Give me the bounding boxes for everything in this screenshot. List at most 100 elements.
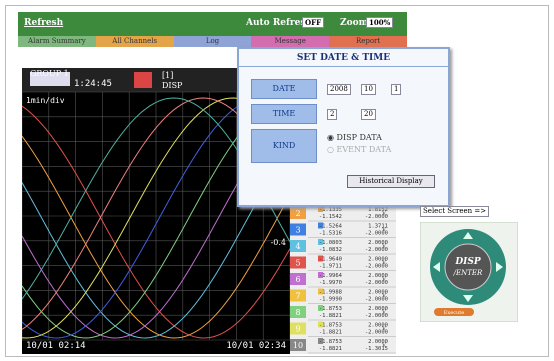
channel-badge bbox=[290, 322, 306, 335]
channel-number: 6 bbox=[295, 275, 300, 284]
channel-unit: V bbox=[381, 310, 387, 316]
channel-value: -1.8753 bbox=[319, 306, 342, 312]
tab[interactable]: Alarm Summary bbox=[18, 36, 96, 47]
channel-value: 2.0000 bbox=[368, 290, 388, 296]
channel-swatch bbox=[318, 239, 323, 245]
end-time: 10/01 02:34 bbox=[226, 341, 286, 351]
start-time: 10/01 02:14 bbox=[26, 341, 86, 351]
channel-value: 1.3711 bbox=[368, 224, 388, 230]
kind-label: KIND bbox=[251, 129, 317, 163]
channel-value: -1.1542 bbox=[319, 214, 342, 220]
channel-unit: V bbox=[381, 343, 387, 349]
tab-bar: Alarm Summary All Channels Log Message R… bbox=[18, 36, 407, 47]
channel-value: -2.0000 bbox=[365, 280, 388, 286]
tab[interactable]: Report bbox=[329, 36, 407, 47]
tab[interactable]: All Channels bbox=[95, 36, 174, 47]
channel-unit: V bbox=[381, 227, 387, 233]
day-select[interactable]: 1 bbox=[391, 84, 402, 95]
pad-center[interactable] bbox=[444, 243, 492, 291]
channel-swatch bbox=[318, 255, 323, 262]
channel-badge bbox=[290, 256, 306, 269]
channel-unit: V bbox=[381, 293, 387, 299]
year-select[interactable]: 2008 bbox=[327, 84, 351, 95]
frame bbox=[5, 5, 549, 357]
channel-badge bbox=[290, 240, 306, 252]
channel-value: -1.9988 bbox=[319, 290, 342, 296]
channel-unit: V bbox=[381, 260, 387, 266]
trend-curve bbox=[22, 105, 291, 339]
execute-button[interactable] bbox=[434, 308, 474, 316]
index: [1] bbox=[162, 71, 173, 80]
scale-label: -0.4 bbox=[271, 238, 286, 247]
minute-select[interactable]: 20 bbox=[361, 109, 376, 120]
mode: DISP bbox=[162, 81, 183, 90]
channel-value: -1.0803 bbox=[319, 240, 342, 246]
hour-select[interactable]: 2 bbox=[327, 109, 338, 120]
arrow-down[interactable] bbox=[463, 295, 473, 302]
trend-curve bbox=[22, 135, 291, 339]
kind-option-text: DISP DATA bbox=[336, 133, 382, 142]
channel-unit: V bbox=[381, 244, 387, 250]
select-screen[interactable]: Select Screen => bbox=[420, 206, 490, 217]
channel-value: -2.0000 bbox=[365, 313, 388, 319]
kind-option[interactable]: ○ EVENT DATA bbox=[327, 145, 392, 154]
channel-value: -1.8753 bbox=[319, 339, 342, 345]
channel-number: 3 bbox=[295, 226, 300, 235]
channel-number: 5 bbox=[295, 259, 300, 268]
arrow-up[interactable] bbox=[463, 232, 473, 239]
channel-value: 2.0000 bbox=[368, 240, 388, 246]
channel-swatch bbox=[318, 288, 323, 295]
channel-value: 1.8152 bbox=[368, 207, 388, 213]
channel-swatch bbox=[318, 206, 323, 212]
channel-number: 10 bbox=[293, 341, 303, 350]
toolbar: Refresh Auto Refresh OFF Zoom 100% bbox=[18, 12, 407, 36]
kind-option-text: EVENT DATA bbox=[336, 145, 392, 154]
arrow-right[interactable] bbox=[496, 262, 503, 272]
channel-value: 2.0000 bbox=[368, 339, 388, 345]
channel-swatch bbox=[318, 338, 323, 344]
time-label: TIME bbox=[251, 104, 317, 124]
channel-value: -1.9970 bbox=[319, 280, 342, 286]
channel-number: 7 bbox=[295, 292, 300, 301]
channel-value: 2.0000 bbox=[368, 257, 388, 263]
trend-display: GROUP 1 1:24:45 [1] DISP 1min/div -0.4 1… bbox=[22, 68, 396, 354]
historical-button[interactable]: Historical Display bbox=[347, 175, 435, 188]
channel-number: 9 bbox=[295, 325, 300, 334]
channel-badge bbox=[290, 207, 306, 219]
dialog-title: SET DATE & TIME bbox=[239, 49, 448, 67]
channel-value: -2.0000 bbox=[365, 247, 388, 253]
trend-curve bbox=[22, 145, 291, 339]
channel-value: -2.0000 bbox=[365, 264, 388, 270]
auto-refresh-select[interactable]: OFF bbox=[302, 17, 325, 28]
memory-icon bbox=[134, 72, 152, 88]
channel-value: -1.8753 bbox=[319, 323, 342, 329]
channel-value: -1.8821 bbox=[319, 313, 342, 319]
channel-value: -1.5316 bbox=[319, 231, 342, 237]
channel-value: -1.5264 bbox=[319, 224, 343, 230]
clock: 1:24:45 bbox=[74, 79, 112, 89]
date-label: DATE bbox=[251, 79, 317, 99]
channel-value: -1.9990 bbox=[319, 297, 342, 303]
tab[interactable]: Log bbox=[173, 36, 252, 47]
kind-option[interactable]: ◉ DISP DATA bbox=[327, 133, 382, 142]
channel-value: 2.0000 bbox=[368, 323, 388, 329]
control-pad: DISP /ENTER Execute bbox=[420, 222, 518, 322]
channel-value: -1.9640 bbox=[319, 257, 342, 263]
channel-badge bbox=[290, 289, 306, 302]
refresh-link[interactable]: Refresh bbox=[24, 18, 64, 28]
arrow-left[interactable] bbox=[433, 262, 440, 272]
channel-value: -1.3015 bbox=[365, 346, 388, 352]
channel-value: -1.9711 bbox=[319, 264, 342, 270]
channel-value: -2.0000 bbox=[365, 330, 388, 336]
channel-panel bbox=[290, 205, 396, 354]
channel-value: -2.0000 bbox=[365, 297, 388, 303]
zoom-label: Zoom bbox=[340, 18, 369, 28]
channel-value: -2.0000 bbox=[365, 214, 388, 220]
channel-value: -2.0000 bbox=[365, 231, 388, 237]
tab[interactable]: Message bbox=[251, 36, 330, 47]
channel-value: -1.8821 bbox=[319, 330, 342, 336]
pad-label: /ENTER bbox=[453, 269, 483, 277]
channel-badge bbox=[290, 339, 306, 351]
zoom-select[interactable]: 100% bbox=[366, 17, 394, 28]
month-select[interactable]: 10 bbox=[361, 84, 376, 95]
